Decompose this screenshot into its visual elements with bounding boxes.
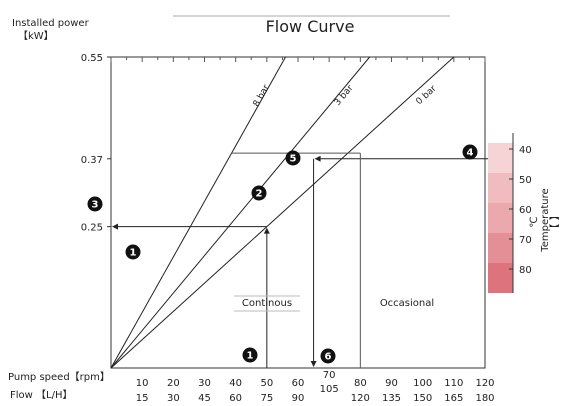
speed-axis-label: Pump speed【rpm】 [8, 371, 110, 383]
flow-tick-label-8: 135 [382, 393, 401, 404]
y-tick-label-1: 0.37 [81, 155, 103, 166]
flow-axis-label: Flow 【L/H】 [10, 389, 72, 401]
speed-tick-label-8: 90 [385, 378, 398, 389]
step-marker-label-2-1: 2 [256, 189, 263, 200]
flow-tick-label-11: 180 [475, 393, 494, 404]
step-marker-label-5-4: 5 [290, 154, 297, 165]
temperature-band-1 [488, 173, 513, 203]
temperature-tick-label-2: 60 [519, 205, 532, 216]
flow-tick-label-3: 60 [229, 393, 242, 404]
top-minor-ticks [110, 57, 486, 62]
step-marker-3-2 [87, 196, 103, 212]
temperature-band-3 [488, 233, 513, 263]
speed-tick-label-2: 30 [198, 378, 211, 389]
series-label-0: 8 bar [252, 83, 272, 109]
step-marker-label-6-5: 6 [325, 352, 332, 363]
step-marker-6-5 [320, 348, 336, 364]
temperature-tick-label-4: 80 [519, 265, 532, 276]
series-line-2 [110, 56, 455, 369]
step-marker-1-0 [125, 244, 141, 260]
y-tick-label-0: 0.55 [81, 53, 103, 64]
speed-tick-label-3: 40 [229, 378, 242, 389]
arrow-left [112, 223, 118, 230]
temperature-band-4 [488, 263, 513, 293]
step-marker-1-6 [242, 347, 258, 363]
temperature-band-2 [488, 203, 513, 233]
temperature-tick-label-1: 50 [519, 175, 532, 186]
speed-tick-label-0: 10 [136, 378, 149, 389]
temperature-unit: ℃ [529, 216, 540, 227]
step-markers: 1 2 3 4 5 6 1 [87, 144, 478, 364]
region-label-continuous: Continous [242, 298, 292, 309]
speed-tick-label-6: 70 [323, 370, 336, 381]
series-line-0 [110, 56, 286, 369]
speed-tick-label-1: 20 [167, 378, 180, 389]
flow-tick-label-7: 120 [351, 393, 370, 404]
y-axis-unit: 【kW】 [18, 30, 54, 42]
arrow-down [310, 361, 317, 367]
arrow-up [263, 227, 270, 234]
flow-tick-label-6: 105 [320, 384, 339, 395]
region-label-occasional: Occasional [380, 298, 434, 309]
flow-tick-label-0: 15 [136, 393, 149, 404]
pressure-lines: 8 bar 3 bar 0 bar [110, 56, 455, 369]
speed-tick-label-11: 120 [475, 378, 494, 389]
y-tick-label-2: 0.25 [81, 223, 103, 234]
temperature-scale: 40 50 60 70 80 [488, 133, 532, 293]
speed-tick-label-7: 80 [354, 378, 367, 389]
temperature-tick-label-3: 70 [519, 235, 532, 246]
plot-frame [110, 56, 486, 369]
series-label-1: 3 bar [333, 83, 356, 108]
y-axis-label: Installed power [12, 18, 90, 29]
flow-tick-label-2: 45 [198, 393, 211, 404]
step-marker-5-4 [285, 150, 301, 166]
flow-tick-label-5: 90 [292, 393, 305, 404]
flow-tick-label-9: 150 [413, 393, 432, 404]
flow-tick-label-10: 165 [444, 393, 463, 404]
step-marker-label-4-3: 4 [467, 148, 474, 159]
speed-tick-label-10: 110 [444, 378, 463, 389]
x-tick-labels: 10 20 30 40 50 60 70 80 90 100 110 120 15 30 45 60 75 90 1… [136, 370, 495, 404]
y-tick-labels: 0.55 0.37 0.25 [81, 53, 111, 234]
flow-tick-label-1: 30 [167, 393, 180, 404]
step-marker-label-1-0: 1 [130, 248, 137, 259]
speed-tick-label-5: 60 [292, 378, 305, 389]
chart-title: Flow Curve [266, 17, 355, 36]
arrow-start [314, 155, 321, 162]
step-marker-4-3 [462, 144, 478, 160]
series-label-2: 0 bar [414, 84, 438, 107]
temperature-band-0 [488, 143, 513, 173]
temperature-bracket: 【 】 [549, 210, 561, 233]
speed-tick-label-4: 50 [260, 378, 273, 389]
temperature-label: Temperature [540, 188, 551, 252]
step-marker-2-1 [251, 185, 267, 201]
step-marker-label-3-2: 3 [92, 200, 99, 211]
flow-tick-label-4: 75 [260, 393, 273, 404]
step-marker-label-1-6: 1 [247, 351, 254, 362]
temperature-tick-label-0: 40 [519, 145, 532, 156]
series-line-1 [110, 56, 371, 369]
speed-tick-label-9: 100 [413, 378, 432, 389]
